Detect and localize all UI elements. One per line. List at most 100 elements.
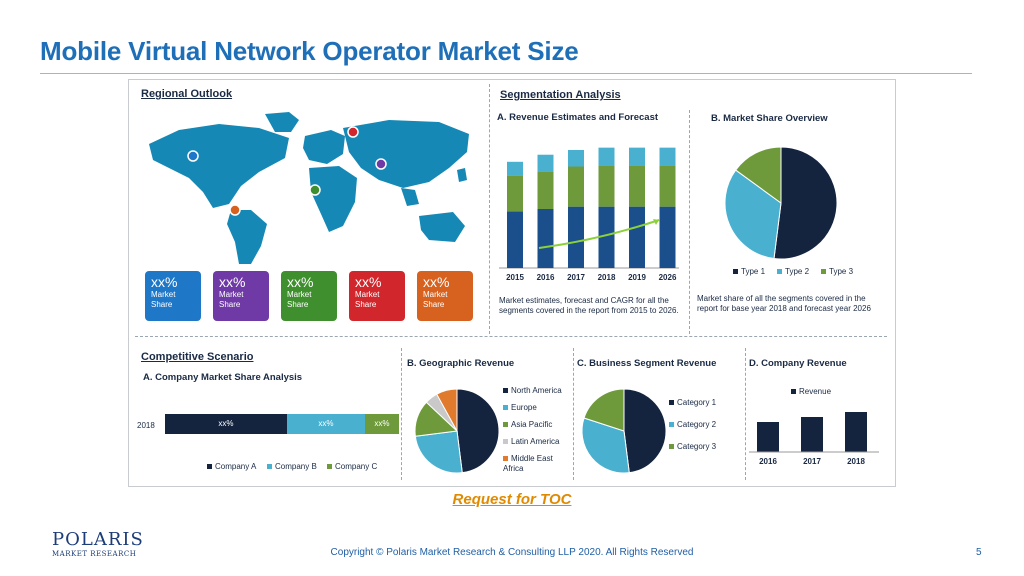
revenue-year-label: 2019: [628, 273, 646, 282]
divider-business: [745, 348, 746, 480]
business-legend-item: Category 1: [669, 398, 716, 407]
legend-swatch: [267, 464, 272, 470]
revenue-bar-segment: [507, 211, 523, 268]
region-tile-label: Market Share: [355, 290, 380, 309]
legend-swatch: [733, 269, 738, 275]
region-tile-pct: xx%: [287, 274, 314, 290]
revenue-bar-segment: [568, 206, 584, 268]
legend-label: Type 1: [741, 267, 766, 276]
cagr-trend-line: [538, 219, 660, 249]
logo-tagline: MARKET RESEARCH: [52, 550, 137, 558]
legend-label: Middle East Africa: [503, 454, 553, 473]
revenue-year-label: 2015: [506, 273, 524, 282]
legend-swatch: [503, 405, 508, 411]
revenue-bar-segment: [537, 154, 554, 172]
divider-geographic: [573, 348, 574, 480]
legend-label: Asia Pacific: [511, 420, 553, 429]
divider-segmentation: [689, 110, 690, 334]
business-segment-title: C. Business Segment Revenue: [577, 358, 717, 369]
market-share-slice: [773, 146, 838, 260]
legend-label: North America: [511, 386, 562, 395]
revenue-bar-segment: [507, 175, 523, 212]
divider-competitive: [401, 348, 402, 480]
legend-label: Company A: [215, 462, 257, 471]
copyright-text: Copyright © Polaris Market Research & Co…: [330, 547, 694, 558]
company-revenue-bar: [801, 417, 823, 452]
company-revenue-year-label: 2016: [759, 457, 777, 466]
market-share-legend-item: Type 3: [821, 267, 853, 276]
company-share-segment: xx%: [165, 414, 287, 434]
legend-swatch: [503, 388, 508, 394]
business-legend-item: Category 3: [669, 442, 716, 451]
revenue-year-label: 2026: [659, 273, 677, 282]
company-revenue-chart: 2016 2017 2018: [749, 412, 879, 466]
market-share-legend-item: Type 2: [777, 267, 809, 276]
legend-label: Category 2: [677, 420, 717, 429]
geographic-legend-item: North America: [503, 386, 562, 395]
business-slice: [581, 417, 630, 474]
revenue-year-label: 2018: [598, 273, 616, 282]
legend-label: Category 1: [677, 398, 717, 407]
revenue-bar-segment: [598, 147, 615, 166]
revenue-bar-segment: [537, 171, 554, 209]
business-legend-item: Category 2: [669, 420, 716, 429]
request-toc-link[interactable]: Request for TOC: [452, 491, 572, 508]
revenue-bar-segment: [507, 161, 523, 176]
revenue-bar-segment: [629, 206, 645, 268]
world-map: [149, 112, 469, 264]
legend-swatch: [327, 464, 332, 470]
revenue-bar-segment: [659, 165, 676, 207]
company-legend-item: Company B: [267, 462, 317, 471]
region-tile-pct: xx%: [423, 274, 450, 290]
revenue-bar-segment: [629, 165, 645, 207]
market-share-slice: [724, 169, 782, 260]
company-revenue-year-label: 2018: [847, 457, 865, 466]
map-pins: [187, 126, 387, 216]
legend-swatch: [669, 400, 674, 406]
market-share-legend-item: Type 1: [733, 267, 765, 276]
infographic-image: Regional Outlook xx% Market Share xx% Marke…: [128, 79, 896, 487]
revenue-estimates-chart: 2015 2016 2017 2018 2019 2026: [499, 147, 679, 282]
legend-label: Company C: [335, 462, 378, 471]
company-revenue-bar: [757, 422, 779, 452]
legend-label: Latin America: [511, 437, 560, 446]
revenue-estimates-title: A. Revenue Estimates and Forecast: [497, 112, 659, 123]
revenue-bar-segment: [629, 147, 645, 166]
region-tile-pct: xx%: [355, 274, 382, 290]
region-tile-label: Market Share: [219, 290, 244, 309]
market-share-pie: [724, 146, 838, 260]
region-tile: xx% Market Share: [281, 271, 337, 321]
geographic-revenue-title: B. Geographic Revenue: [407, 358, 515, 369]
legend-swatch: [503, 439, 508, 445]
geographic-legend-item: Europe: [503, 403, 537, 412]
company-share-title: A. Company Market Share Analysis: [143, 372, 303, 383]
region-tile: xx% Market Share: [213, 271, 269, 321]
company-revenue-year-label: 2017: [803, 457, 821, 466]
revenue-bar-segment: [659, 147, 676, 166]
polaris-logo: POLARIS MARKET RESEARCH: [52, 530, 144, 559]
revenue-year-label: 2017: [567, 273, 585, 282]
geographic-slice: [436, 388, 458, 432]
segmentation-analysis-heading: Segmentation Analysis: [500, 89, 621, 101]
region-tile-label: Market Share: [287, 290, 312, 309]
region-tile: xx% Market Share: [417, 271, 473, 321]
revenue-bar-segment: [598, 165, 615, 207]
company-legend-item: Company A: [207, 462, 256, 471]
region-tile-pct: xx%: [151, 274, 178, 290]
geographic-legend-item: Asia Pacific: [503, 420, 552, 429]
geographic-revenue-pie: [414, 388, 500, 474]
revenue-year-label: 2016: [537, 273, 555, 282]
legend-label: Company B: [275, 462, 317, 471]
title-divider: [40, 73, 972, 74]
legend-swatch: [821, 269, 826, 275]
competitive-scenario-heading: Competitive Scenario: [141, 351, 254, 363]
legend-label: Category 3: [677, 442, 717, 451]
revenue-estimates-note: Market estimates, forecast and CAGR for …: [499, 296, 679, 315]
company-revenue-legend: Revenue: [791, 387, 831, 396]
region-tile: xx% Market Share: [349, 271, 405, 321]
company-revenue-title: D. Company Revenue: [749, 358, 847, 369]
divider-regional: [489, 84, 490, 334]
region-tile-label: Market Share: [423, 290, 448, 309]
company-share-segment: xx%: [364, 414, 399, 434]
divider-horizontal: [135, 336, 887, 337]
